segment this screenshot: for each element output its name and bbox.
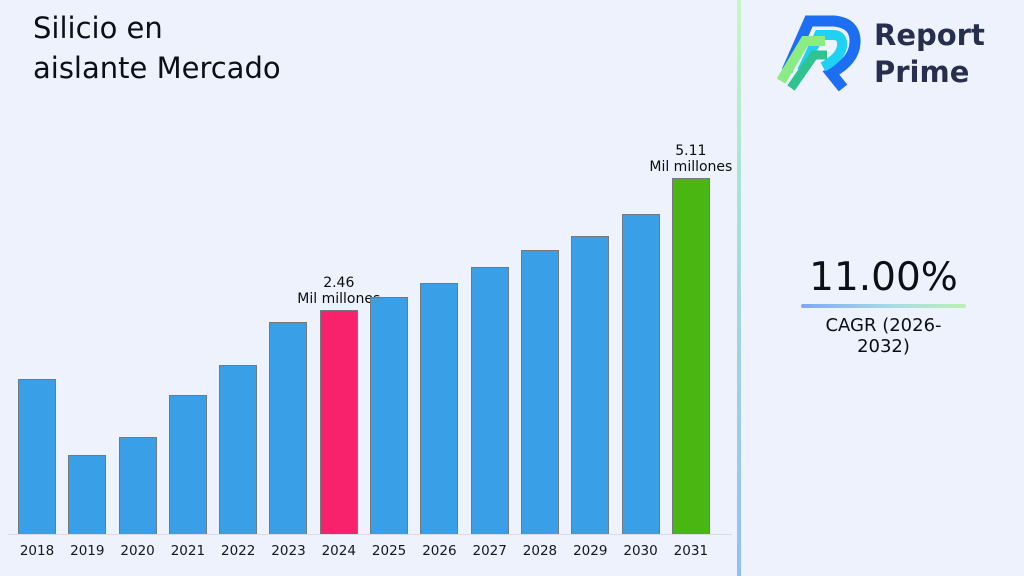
bar-2029 bbox=[571, 236, 610, 535]
x-tick-label-2019: 2019 bbox=[70, 543, 105, 559]
cagr-underline bbox=[801, 304, 966, 308]
x-tick-label-2027: 2027 bbox=[472, 543, 507, 559]
bar-cell-2018 bbox=[18, 379, 56, 535]
logo-text-line2: Prime bbox=[874, 55, 970, 89]
bar-cell-2020 bbox=[118, 437, 157, 535]
x-tick-label-2028: 2028 bbox=[522, 543, 558, 559]
x-tick-label-2023: 2023 bbox=[271, 543, 306, 559]
x-axis-labels: 2018 2019 2020 2021 2022 2023 2024 2025 2026 2027… bbox=[18, 543, 710, 559]
x-tick-label-2021: 2021 bbox=[170, 543, 206, 559]
bar-cell-2019 bbox=[68, 455, 107, 535]
bars: 2.46 Mil millones 5.11 Mil millones bbox=[18, 0, 732, 535]
bar-chart: 2.46 Mil millones 5.11 Mil millones 2018 201… bbox=[8, 0, 732, 559]
bar-2022 bbox=[219, 365, 258, 535]
bar-cell-2026 bbox=[420, 283, 459, 535]
bar-2030 bbox=[621, 214, 660, 535]
bar-value-label-2031: 5.11 Mil millones bbox=[649, 143, 733, 175]
x-tick-label-2031: 2031 bbox=[673, 543, 709, 559]
x-tick-label-2018: 2018 bbox=[19, 543, 55, 559]
vertical-divider bbox=[737, 0, 741, 576]
bar-cell-2022 bbox=[219, 365, 258, 535]
bar-cell-2025 bbox=[370, 297, 409, 535]
bar-2025 bbox=[370, 297, 409, 535]
x-tick-label-2020: 2020 bbox=[120, 543, 155, 559]
bar-2024 bbox=[319, 310, 358, 535]
bar-cell-2021 bbox=[168, 395, 207, 535]
x-tick-label-2022: 2022 bbox=[221, 543, 256, 559]
cagr-value: 11.00% bbox=[809, 255, 958, 300]
bar-cell-2024: 2.46 Mil millones bbox=[297, 275, 380, 535]
bar-2027 bbox=[470, 267, 509, 535]
bar-2026 bbox=[420, 283, 459, 535]
x-tick-label-2025: 2025 bbox=[371, 543, 407, 559]
bar-2021 bbox=[168, 395, 207, 535]
logo-text-line1: Report bbox=[874, 18, 985, 52]
bar-cell-2028 bbox=[520, 250, 559, 535]
bar-2023 bbox=[269, 322, 308, 535]
bar-value-label-2024: 2.46 Mil millones bbox=[297, 275, 381, 307]
bar-cell-2029 bbox=[571, 236, 610, 535]
x-axis-line bbox=[8, 534, 732, 535]
bar-2018 bbox=[18, 379, 56, 535]
x-tick-label-2030: 2030 bbox=[623, 543, 658, 559]
cagr-panel: 11.00% CAGR (2026-2032) bbox=[801, 256, 966, 357]
report-prime-logo-text: Report Prime bbox=[874, 17, 985, 91]
bar-cell-2027 bbox=[470, 267, 509, 535]
bar-2028 bbox=[520, 250, 559, 535]
x-tick-label-2029: 2029 bbox=[573, 543, 608, 559]
page-title-line2: aislante Mercado bbox=[33, 51, 281, 85]
page-title: Silicio en aislante Mercado bbox=[33, 8, 281, 88]
bar-cell-2031: 5.11 Mil millones bbox=[649, 143, 732, 535]
x-tick-label-2026: 2026 bbox=[422, 543, 457, 559]
cagr-label: CAGR (2026-2032) bbox=[825, 315, 942, 357]
bar-2019 bbox=[68, 455, 107, 535]
bar-2020 bbox=[118, 437, 157, 535]
bar-cell-2030 bbox=[621, 214, 660, 535]
report-prime-logo-icon bbox=[777, 15, 861, 92]
x-tick-label-2024: 2024 bbox=[321, 543, 356, 559]
bar-2031 bbox=[671, 178, 710, 535]
bar-cell-2023 bbox=[269, 322, 308, 535]
page-title-line1: Silicio en bbox=[33, 11, 163, 45]
